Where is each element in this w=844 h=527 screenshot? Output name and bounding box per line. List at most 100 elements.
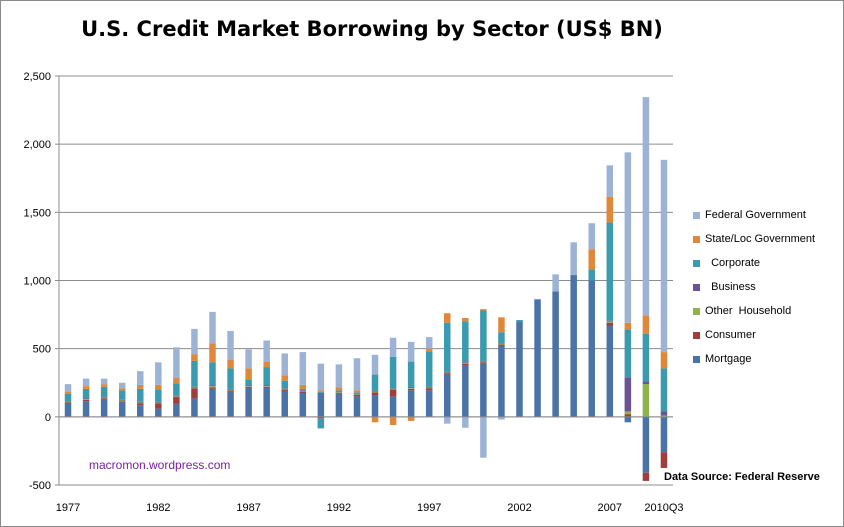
bar-segment [82, 399, 90, 402]
bar-segment [425, 337, 433, 349]
bar-segment [245, 386, 252, 387]
bar-segment [118, 399, 126, 401]
bar-segment [425, 390, 433, 417]
bar-segment [299, 392, 307, 417]
bar-segment [353, 394, 361, 396]
bar-segment [227, 330, 234, 360]
bar-segment [335, 387, 343, 391]
bar-segment [137, 371, 144, 385]
bar-segment [425, 351, 433, 387]
bar-segment [444, 416, 451, 424]
legend-swatch [693, 235, 700, 243]
bar-segment [82, 401, 90, 417]
bar-segment [82, 388, 90, 399]
bar-segment [281, 390, 288, 417]
x-tick-label: 1987 [236, 502, 260, 514]
bar-segment [660, 159, 668, 353]
bar-segment [209, 343, 216, 363]
bar-segment [245, 387, 252, 417]
bar-segment [317, 390, 325, 392]
bar-segment [209, 386, 216, 388]
bar-segment [353, 396, 361, 417]
bar-segment [534, 298, 541, 300]
bar-segment [624, 329, 632, 378]
bar-segment [137, 388, 144, 402]
bar-segment [389, 356, 397, 389]
bar-segment [407, 341, 415, 362]
bar-segment [317, 418, 325, 419]
bar-segment [462, 317, 469, 322]
bar-segment [155, 401, 162, 403]
bar-segment [335, 391, 343, 393]
bar-segment [64, 403, 72, 417]
bar-segment [660, 415, 668, 417]
bar-segment [624, 322, 632, 330]
bar-segment [660, 452, 668, 468]
bar-segment [100, 397, 108, 398]
legend-item: Corporate [693, 251, 815, 275]
bar-segment [317, 418, 325, 429]
bar-segment [281, 375, 288, 381]
y-tick-label: 1,500 [23, 207, 51, 219]
bar-segment [64, 384, 72, 392]
legend-swatch [693, 331, 700, 339]
bar-segment [498, 416, 505, 420]
bar-segment [660, 352, 668, 369]
bar-segment [227, 359, 234, 369]
bar-segment [82, 399, 90, 400]
bar-segment [209, 387, 216, 389]
bar-segment [155, 408, 162, 417]
bar-segment [425, 348, 433, 352]
bar-segment [624, 414, 632, 417]
bar-segment [209, 362, 216, 386]
x-tick-label: 2002 [507, 502, 531, 514]
bar-segment [155, 389, 162, 402]
bar-segment [173, 347, 180, 378]
bar-segment [100, 386, 108, 398]
x-tick-label: 1977 [56, 502, 80, 514]
bar-segment [137, 384, 144, 389]
chart-title: U.S. Credit Market Borrowing by Sector (… [81, 17, 663, 41]
legend-item: Consumer [693, 323, 815, 347]
bar-segment [245, 349, 252, 369]
bar-segment [389, 389, 397, 397]
bar-segment [227, 390, 234, 391]
y-tick-label: 0 [45, 412, 51, 424]
legend-item: Mortgage [693, 347, 815, 371]
bar-segment [64, 393, 72, 402]
bar-segment [209, 385, 216, 387]
bar-segment [588, 223, 595, 250]
bar-segment [263, 385, 270, 387]
legend-label: Other Household [705, 305, 792, 317]
bar-segment [299, 388, 307, 391]
bar-segment [100, 384, 108, 387]
bar-segment [263, 340, 270, 362]
y-tick-label: 1,000 [23, 276, 51, 288]
bar-segment [353, 393, 361, 395]
bar-segment [137, 405, 144, 417]
bar-segment [642, 416, 650, 473]
bar-segment [624, 377, 632, 412]
bar-segment [624, 416, 632, 423]
bar-segment [118, 401, 126, 417]
bar-segment [371, 391, 379, 393]
legend-swatch [693, 283, 700, 291]
bar-segment [191, 398, 198, 417]
bar-segment [407, 390, 415, 417]
bar-segment [407, 416, 415, 421]
bar-segment [191, 360, 198, 387]
bar-segment [281, 388, 288, 390]
y-tick-label: -500 [29, 480, 51, 492]
bar-segment [407, 388, 415, 391]
bar-segment [263, 386, 270, 387]
bar-segment [371, 416, 379, 423]
legend: Federal Government State/Loc Government C… [693, 203, 815, 371]
bar-segment [317, 392, 325, 417]
bar-segment [118, 388, 126, 391]
bar-segment [371, 390, 379, 392]
bar-segment [335, 393, 343, 417]
bar-segment [516, 321, 523, 417]
bar-segment [100, 397, 108, 399]
